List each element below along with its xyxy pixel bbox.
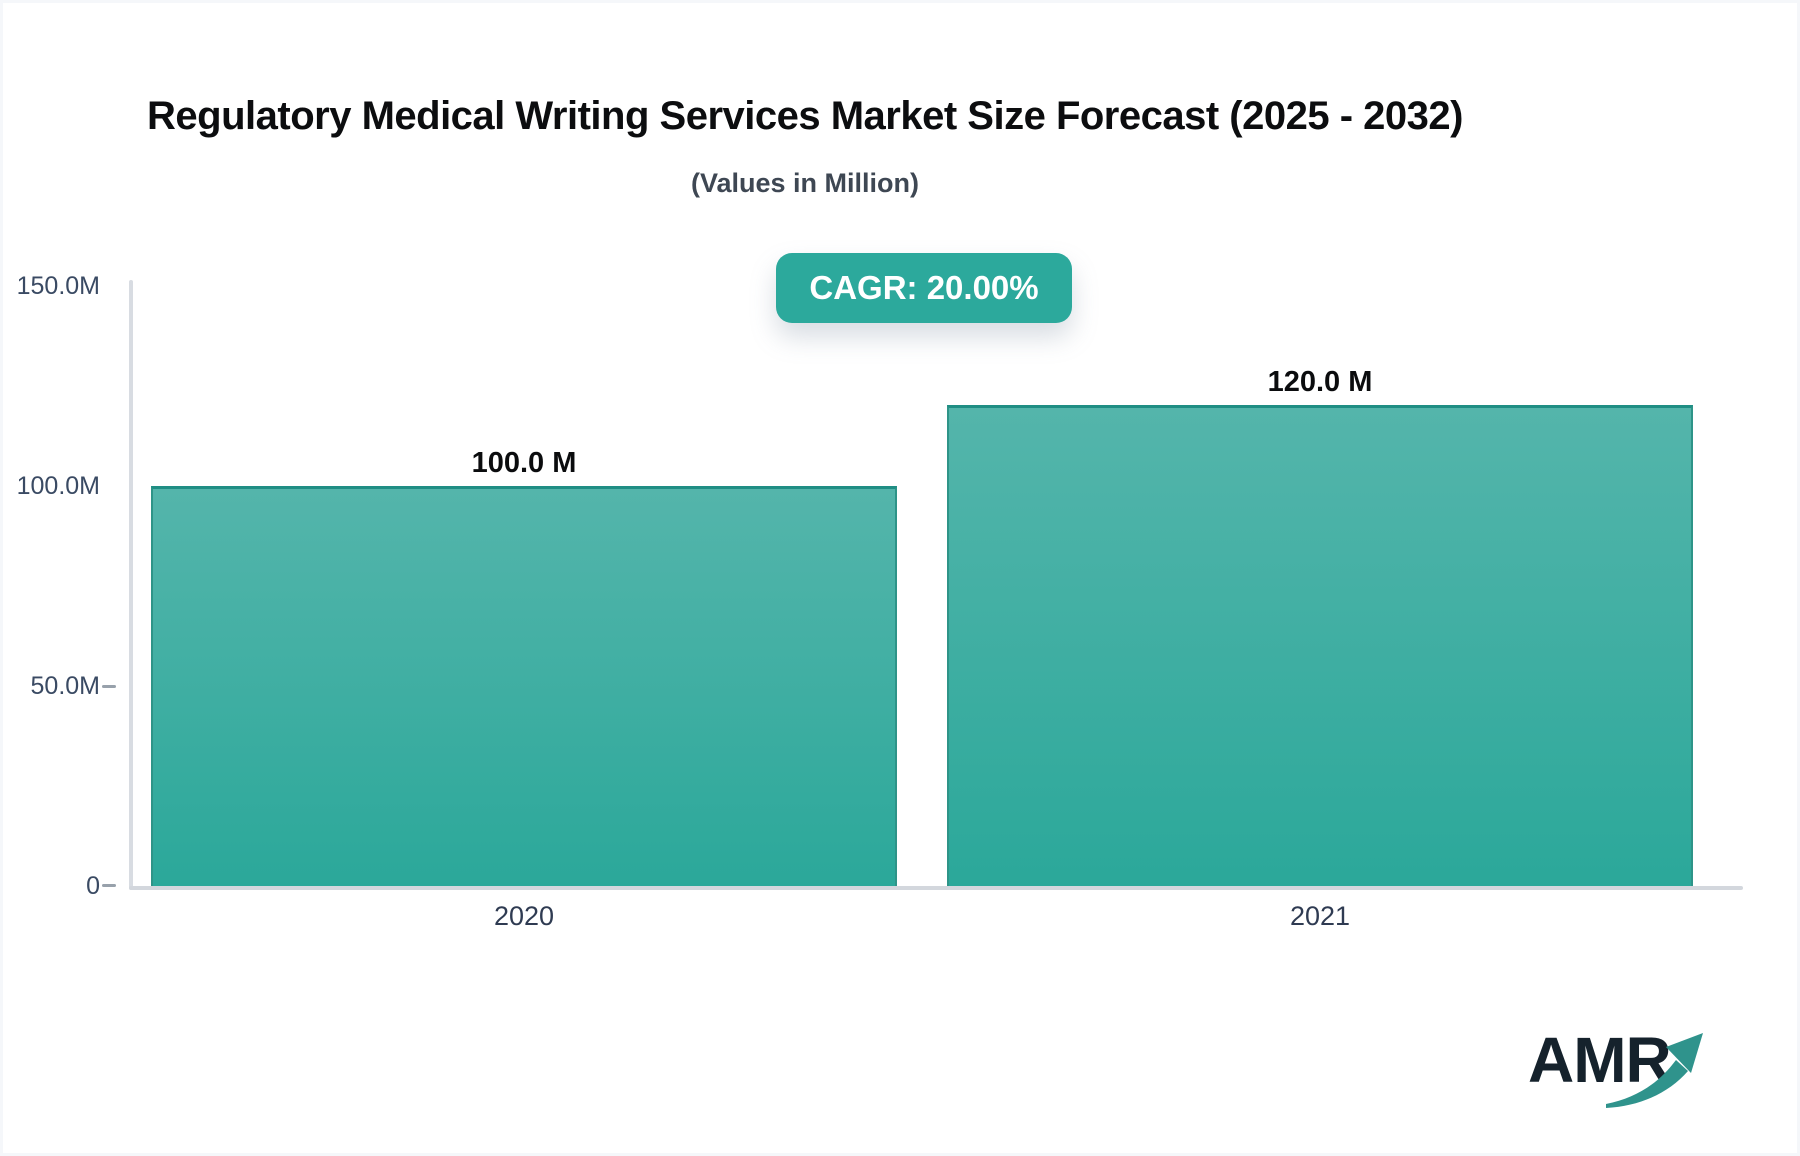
bar-value-label-2021: 120.0 M bbox=[1267, 366, 1373, 398]
x-tick-label-2021: 2021 bbox=[1289, 901, 1351, 931]
x-tick-label-2020: 2020 bbox=[493, 901, 555, 931]
y-tick-mark-50m bbox=[102, 685, 116, 688]
bar-2021 bbox=[947, 405, 1693, 886]
bar-2020 bbox=[151, 486, 897, 886]
amr-logo: AMR bbox=[1528, 1028, 1728, 1118]
growth-arrow-icon bbox=[1606, 1033, 1703, 1108]
chart-title: Regulatory Medical Writing Services Mark… bbox=[147, 94, 1463, 138]
bar-value-label-2020: 100.0 M bbox=[471, 447, 577, 479]
y-tick-label-50m: 50.0M bbox=[30, 672, 100, 700]
y-axis-line bbox=[129, 280, 133, 890]
y-tick-label-100m: 100.0M bbox=[16, 472, 100, 500]
cagr-badge: CAGR: 20.00% bbox=[776, 253, 1072, 323]
y-tick-mark-0 bbox=[102, 884, 116, 887]
x-axis-line bbox=[129, 886, 1743, 890]
y-tick-label-150m: 150.0M bbox=[16, 272, 100, 300]
amr-logo-text: AMR bbox=[1528, 1024, 1672, 1096]
chart-subtitle: (Values in Million) bbox=[690, 168, 920, 198]
y-tick-label-0: 0 bbox=[86, 872, 100, 900]
